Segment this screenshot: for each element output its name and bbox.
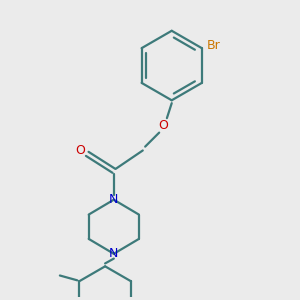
Text: Br: Br — [207, 39, 220, 52]
Text: O: O — [158, 119, 168, 132]
Text: O: O — [76, 145, 85, 158]
Text: N: N — [109, 247, 119, 260]
Text: N: N — [109, 193, 119, 206]
